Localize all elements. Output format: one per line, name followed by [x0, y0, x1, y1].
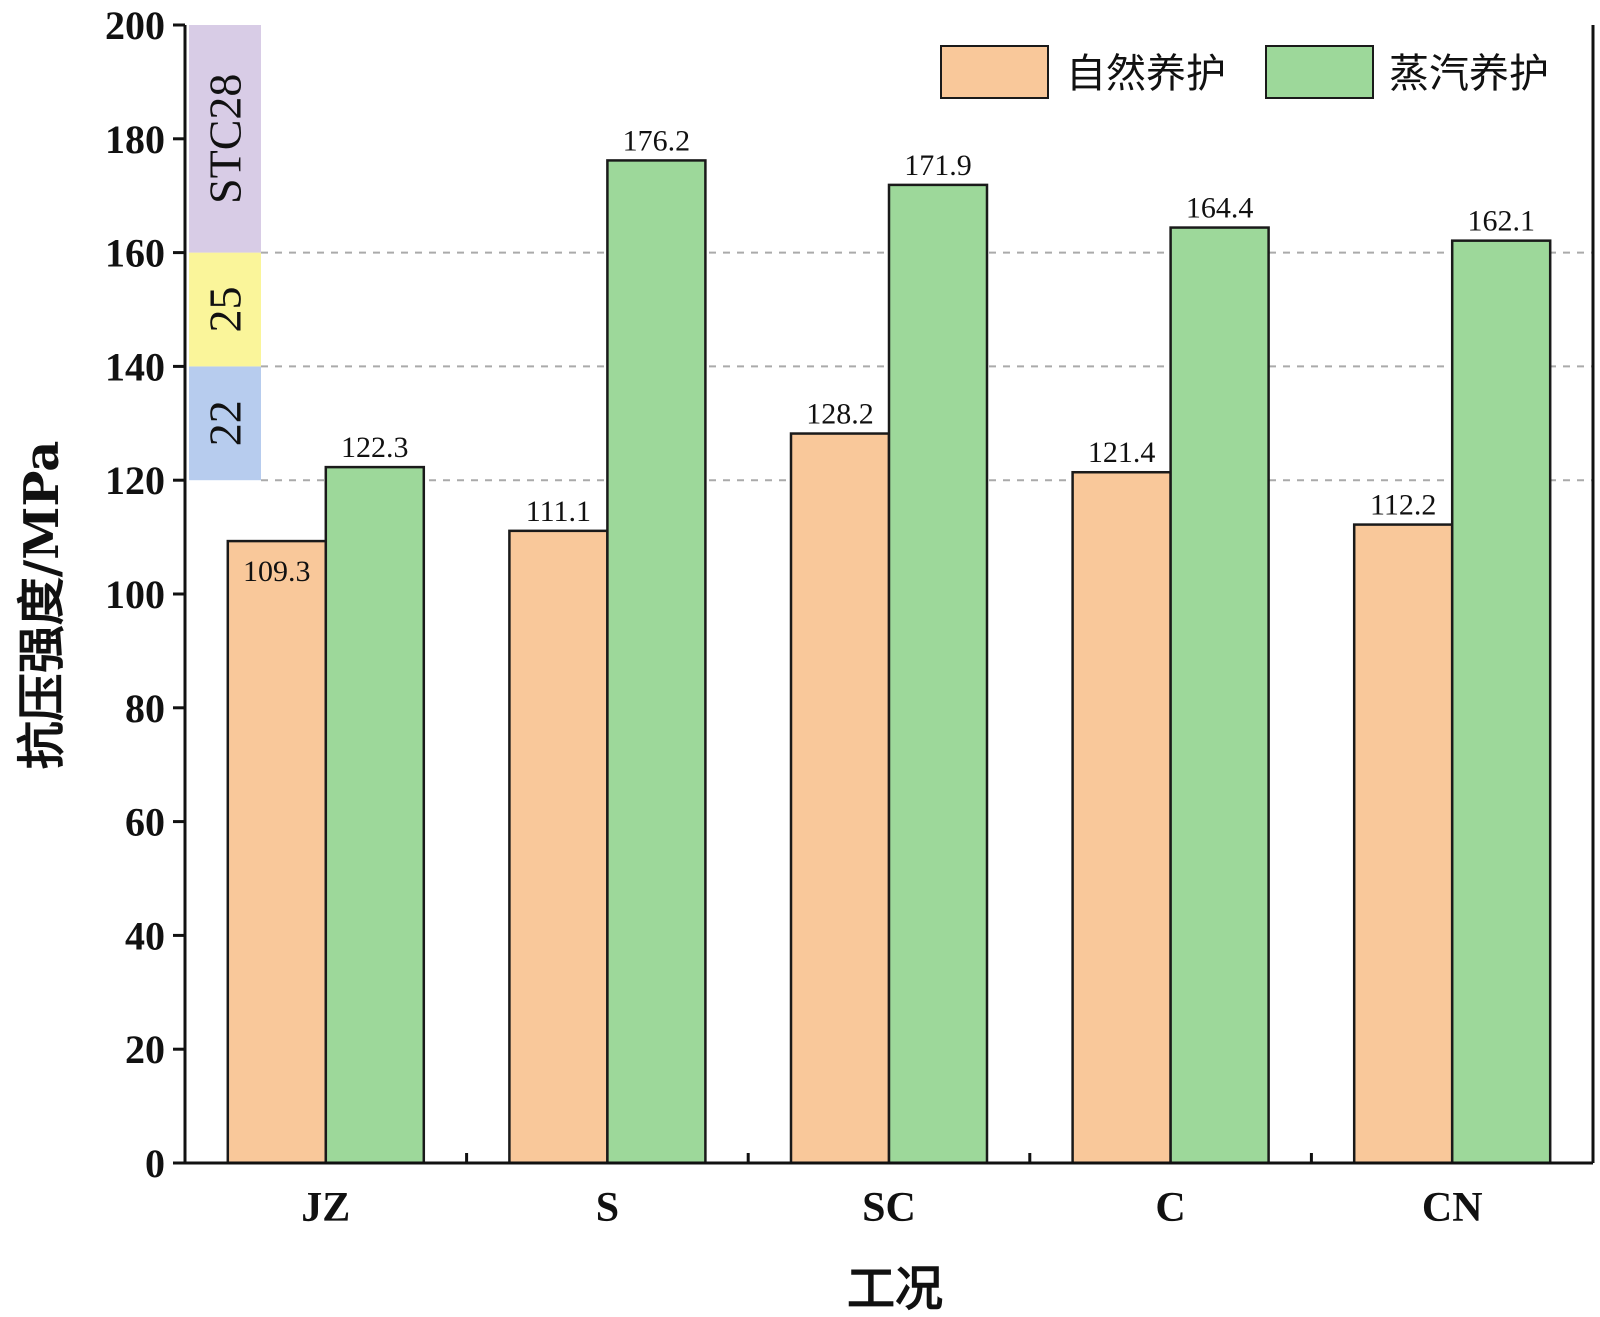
y-tick-label: 80: [125, 686, 165, 731]
reference-gridlines: [261, 251, 1593, 482]
x-tick-label-jz: JZ: [301, 1185, 350, 1231]
x-axis-ticks: JZ S SC C CN: [301, 1153, 1483, 1231]
data-labels: 109.3 122.3 111.1 176.2 128.2 171.9 121.4 164.4…: [243, 124, 1535, 588]
y-tick-label: 200: [105, 3, 165, 48]
data-label-natural-s: 111.1: [526, 495, 591, 528]
bar-natural-sc: [789, 432, 891, 1165]
bar-natural-jz: [226, 539, 328, 1165]
y-tick-label: 180: [105, 117, 165, 162]
data-label-natural-c: 121.4: [1088, 436, 1156, 469]
bar-natural-cn: [1352, 523, 1454, 1165]
data-label-natural-cn: 112.2: [1370, 489, 1436, 522]
legend-swatch-steam: [1265, 45, 1374, 99]
grade-band-label: 22: [200, 400, 251, 446]
bar-steam-jz: [324, 465, 426, 1165]
x-tick-label-s: S: [596, 1185, 619, 1231]
legend-swatch-natural: [940, 45, 1049, 99]
x-tick-label-sc: SC: [862, 1185, 916, 1231]
data-label-natural-sc: 128.2: [806, 398, 874, 431]
data-label-steam-sc: 171.9: [904, 149, 972, 182]
y-tick-label: 20: [125, 1027, 165, 1072]
grade-band-label: 25: [200, 287, 251, 333]
data-label-steam-c: 164.4: [1186, 192, 1254, 225]
bar-steam-c: [1169, 226, 1270, 1165]
y-tick-label: 160: [105, 231, 165, 276]
data-label-natural-jz: 109.3: [243, 555, 311, 588]
bar-natural-c: [1071, 470, 1172, 1165]
grade-band-stc28: [189, 25, 261, 253]
bar-steam-cn: [1450, 239, 1552, 1165]
y-tick-label: 40: [125, 913, 165, 958]
grade-band-label: STC28: [200, 74, 251, 204]
data-label-steam-s: 176.2: [623, 124, 691, 157]
grade-band-22: [189, 366, 261, 481]
grade-band-25: [189, 252, 261, 367]
bar-natural-s: [508, 529, 609, 1165]
bar-steam-sc: [887, 183, 989, 1165]
data-label-steam-jz: 122.3: [341, 431, 409, 464]
y-tick-label: 60: [125, 800, 165, 845]
grade-bands: 22 25 STC28: [189, 25, 261, 481]
y-tick-label: 0: [145, 1141, 165, 1186]
legend-label-natural: 自然养护: [1066, 51, 1226, 97]
x-tick-label-cn: CN: [1422, 1185, 1483, 1231]
y-tick-label: 100: [105, 572, 165, 617]
legend-label-steam: 蒸汽养护: [1389, 51, 1549, 97]
y-tick-label: 120: [105, 458, 165, 503]
x-axis-title: 工况: [847, 1261, 943, 1317]
bar-steam-s: [606, 159, 707, 1165]
bars: [226, 159, 1552, 1165]
y-axis-ticks: 0 20 40 60 80 100 120 140 160 180 200: [105, 3, 185, 1186]
x-tick-label-c: C: [1155, 1185, 1185, 1231]
y-axis-title: 抗压强度/MPa: [14, 441, 70, 770]
y-tick-label: 140: [105, 344, 165, 389]
data-label-steam-cn: 162.1: [1467, 205, 1535, 238]
legend: 自然养护 蒸汽养护: [940, 45, 1549, 99]
